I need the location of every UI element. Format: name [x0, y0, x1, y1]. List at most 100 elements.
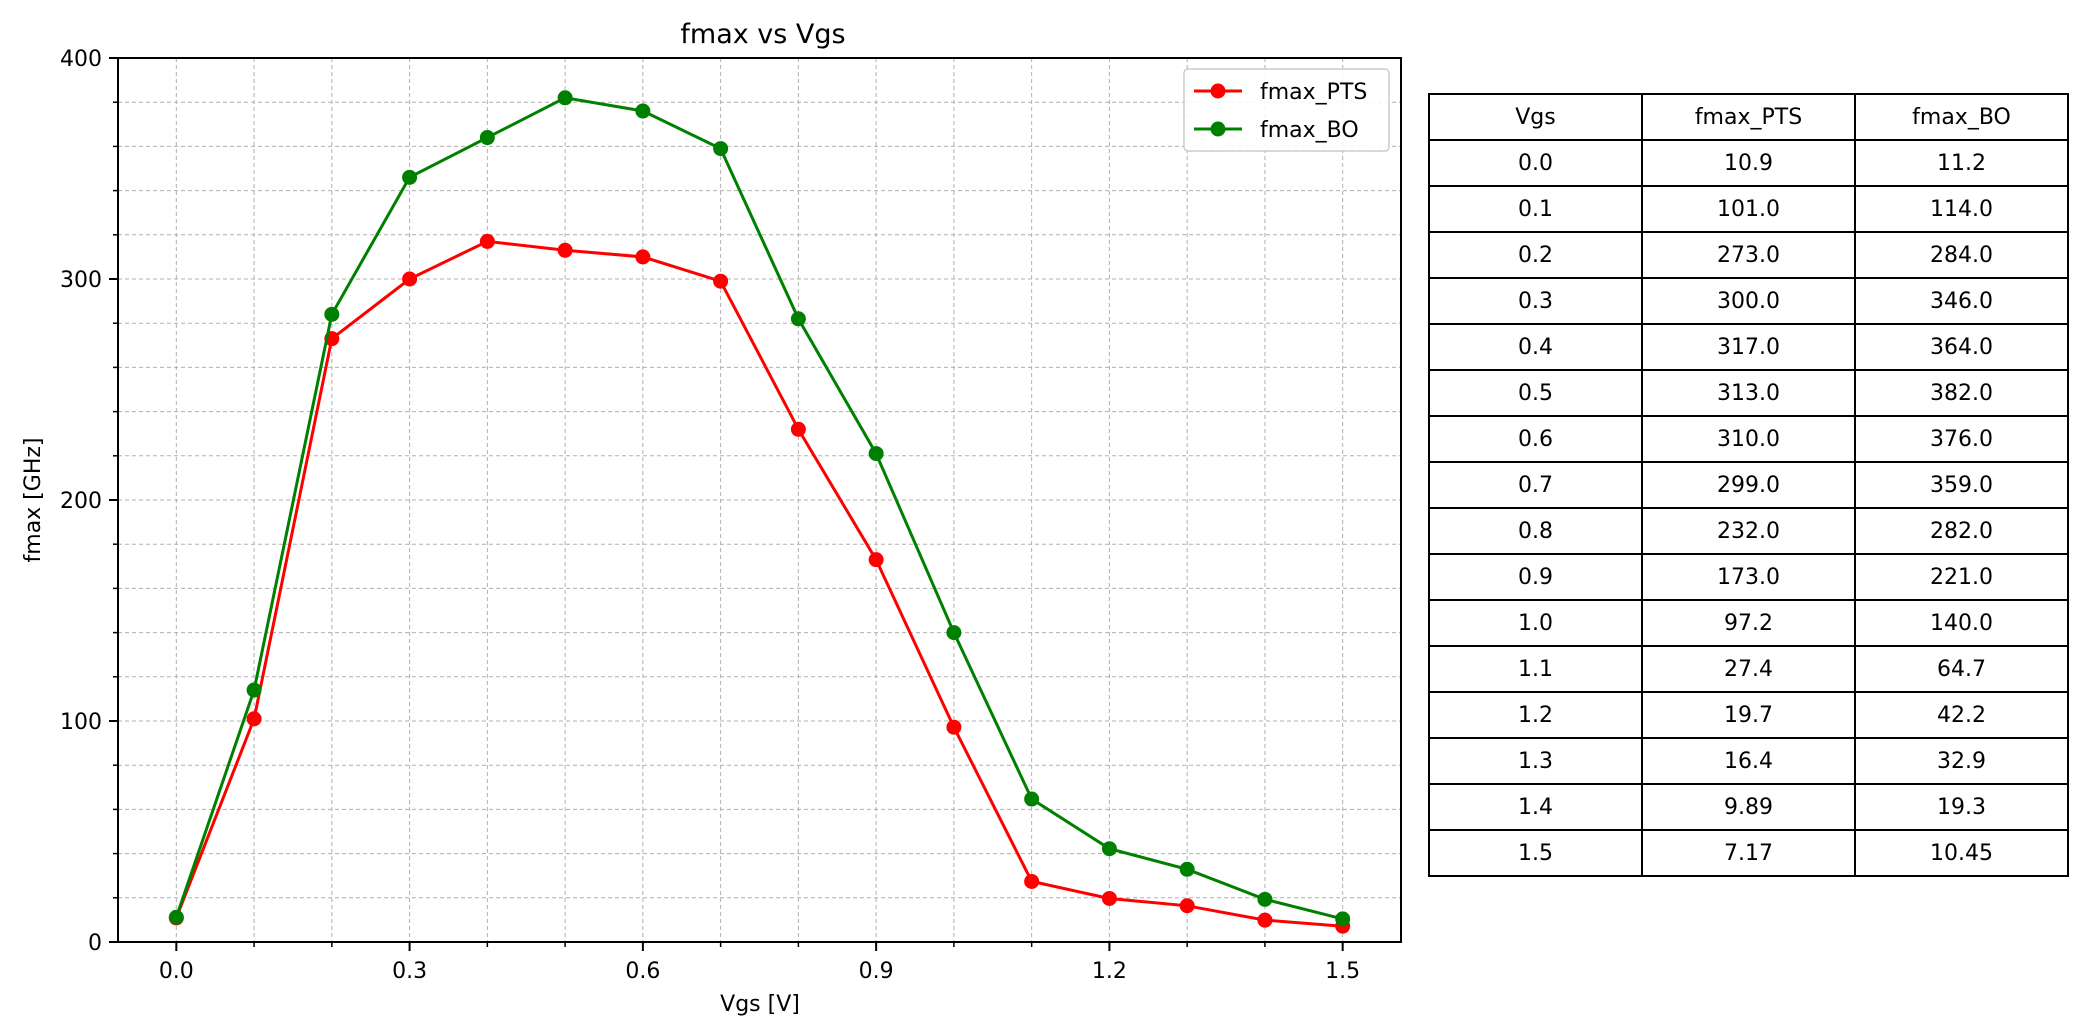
table-row: 0.1 101.0 114.0 [1428, 185, 2069, 233]
table-cell: 64.7 [1854, 645, 2069, 693]
table-cell: 101.0 [1641, 185, 1856, 233]
fmax-chart: fmax vs Vgs 0.0 0.3 0.6 0.9 1.2 1.5 0 100 200 300… [21, 19, 1402, 1017]
table-cell: 42.2 [1854, 691, 2069, 739]
data-point-fmax-bo [1179, 861, 1195, 877]
data-point-fmax-pts [1179, 898, 1195, 914]
series-layer [168, 90, 1351, 934]
data-point-fmax-pts [557, 242, 573, 258]
data-point-fmax-bo [868, 446, 884, 462]
table-cell: 1.3 [1428, 737, 1643, 785]
table-row: 0.2 273.0 284.0 [1428, 231, 2069, 279]
table-cell: 382.0 [1854, 369, 2069, 417]
table-row: 1.5 7.17 10.45 [1428, 829, 2069, 877]
table-header-cell: fmax_BO [1854, 93, 2069, 141]
data-point-fmax-bo [635, 103, 651, 119]
x-tick-label: 0.3 [392, 959, 427, 984]
grid [118, 57, 1401, 943]
table-cell: 10.45 [1854, 829, 2069, 877]
data-point-fmax-pts [713, 273, 729, 289]
table-cell: 0.7 [1428, 461, 1643, 509]
table-cell: 221.0 [1854, 553, 2069, 601]
data-point-fmax-bo [1024, 791, 1040, 807]
table-cell: 232.0 [1641, 507, 1856, 555]
data-point-fmax-pts [402, 271, 418, 287]
chart-title: fmax vs Vgs [680, 19, 845, 50]
table-row: 1.0 97.2 140.0 [1428, 599, 2069, 647]
x-tick-label: 0.0 [159, 959, 194, 984]
table-cell: 0.5 [1428, 369, 1643, 417]
table-cell: 284.0 [1854, 231, 2069, 279]
data-point-fmax-pts [1257, 912, 1273, 928]
table-cell: 313.0 [1641, 369, 1856, 417]
x-axis-label: Vgs [V] [720, 992, 800, 1017]
table-cell: 1.4 [1428, 783, 1643, 831]
table-cell: 0.8 [1428, 507, 1643, 555]
data-point-fmax-bo [402, 169, 418, 185]
data-point-fmax-bo [557, 90, 573, 106]
table-cell: 0.1 [1428, 185, 1643, 233]
table-cell: 310.0 [1641, 415, 1856, 463]
table-cell: 16.4 [1641, 737, 1856, 785]
table-row: 1.2 19.7 42.2 [1428, 691, 2069, 739]
table-row: 0.3 300.0 346.0 [1428, 277, 2069, 325]
table-cell: 0.6 [1428, 415, 1643, 463]
axes: 0.0 0.3 0.6 0.9 1.2 1.5 0 100 200 300 400 [60, 47, 1360, 984]
table-cell: 10.9 [1641, 139, 1856, 187]
data-point-fmax-bo [479, 130, 495, 146]
legend-label-fmax-bo: fmax_BO [1260, 118, 1359, 143]
data-point-fmax-pts [868, 552, 884, 568]
data-point-fmax-pts [1101, 890, 1117, 906]
table-row: 0.6 310.0 376.0 [1428, 415, 2069, 463]
table-cell: 19.3 [1854, 783, 2069, 831]
table-cell: 300.0 [1641, 277, 1856, 325]
table-cell: 1.2 [1428, 691, 1643, 739]
table-cell: 173.0 [1641, 553, 1856, 601]
table-cell: 9.89 [1641, 783, 1856, 831]
legend-label-fmax-pts: fmax_PTS [1260, 80, 1367, 105]
table-cell: 346.0 [1854, 277, 2069, 325]
data-point-fmax-pts [790, 421, 806, 437]
data-point-fmax-pts [946, 719, 962, 735]
table-cell: 273.0 [1641, 231, 1856, 279]
data-table: Vgs fmax_PTS fmax_BO 0.0 10.9 11.2 0.1 101.0 11… [1428, 93, 2069, 877]
x-tick-label: 0.6 [625, 959, 660, 984]
legend: fmax_PTS fmax_BO [1183, 68, 1390, 152]
table-cell: 317.0 [1641, 323, 1856, 371]
data-point-fmax-pts [635, 249, 651, 265]
table-row: 1.4 9.89 19.3 [1428, 783, 2069, 831]
table-cell: 7.17 [1641, 829, 1856, 877]
table-cell: 282.0 [1854, 507, 2069, 555]
table-cell: 359.0 [1854, 461, 2069, 509]
table-row: 0.9 173.0 221.0 [1428, 553, 2069, 601]
table-cell: 140.0 [1854, 599, 2069, 647]
table-row: 0.7 299.0 359.0 [1428, 461, 2069, 509]
table-row: 0.4 317.0 364.0 [1428, 323, 2069, 371]
legend-marker-fmax-bo [1210, 121, 1226, 137]
table-row: 1.1 27.4 64.7 [1428, 645, 2069, 693]
table-cell: 27.4 [1641, 645, 1856, 693]
table-cell: 19.7 [1641, 691, 1856, 739]
table-cell: 97.2 [1641, 599, 1856, 647]
y-axis-label: fmax [GHz] [21, 438, 46, 563]
legend-marker-fmax-pts [1210, 83, 1226, 99]
x-tick-label: 0.9 [859, 959, 894, 984]
y-tick-label: 400 [60, 47, 102, 72]
table-cell: 0.0 [1428, 139, 1643, 187]
table-cell: 1.0 [1428, 599, 1643, 647]
data-point-fmax-bo [246, 682, 262, 698]
table-header-cell: Vgs [1428, 93, 1643, 141]
data-point-fmax-bo [790, 311, 806, 327]
y-tick-label: 0 [88, 931, 102, 956]
table-cell: 376.0 [1854, 415, 2069, 463]
table-cell: 114.0 [1854, 185, 2069, 233]
table-cell: 11.2 [1854, 139, 2069, 187]
table-cell: 1.1 [1428, 645, 1643, 693]
table-row: 0.8 232.0 282.0 [1428, 507, 2069, 555]
table-cell: 0.3 [1428, 277, 1643, 325]
plot-frame [117, 57, 1402, 943]
data-point-fmax-pts [246, 711, 262, 727]
data-point-fmax-bo [324, 306, 340, 322]
y-tick-label: 200 [60, 489, 102, 514]
table-cell: 0.2 [1428, 231, 1643, 279]
y-tick-label: 300 [60, 268, 102, 293]
